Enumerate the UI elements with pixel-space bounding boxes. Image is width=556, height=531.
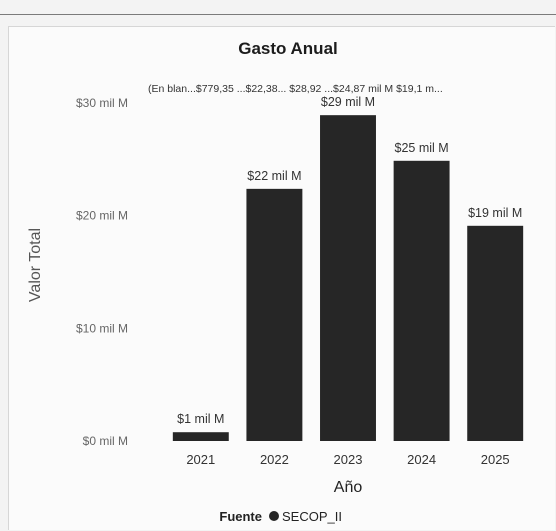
bar-2021[interactable] [172, 432, 229, 441]
y-tick-label: $30 mil M [76, 96, 128, 110]
overflow-annotation: (En blan...$779,35 ...$22,38... $28,92 .… [148, 83, 443, 95]
data-label: $25 mil M [395, 141, 449, 155]
y-tick-label: $10 mil M [76, 321, 128, 335]
data-label: $22 mil M [247, 169, 301, 183]
legend-item-secop-ii[interactable]: SECOP_II [282, 509, 342, 524]
bars-group [172, 115, 524, 441]
y-axis-label: Valor Total [27, 228, 44, 302]
x-tick-label: 2024 [407, 452, 436, 467]
x-tick-label: 2023 [334, 452, 363, 467]
data-label: $29 mil M [321, 95, 375, 109]
bar-2025[interactable] [467, 225, 524, 441]
chart-title: Gasto Anual [238, 39, 338, 58]
data-label: $1 mil M [177, 412, 224, 426]
x-tick-label: 2025 [481, 452, 510, 467]
y-axis-ticks: $0 mil M $10 mil M $20 mil M $30 mil M [76, 96, 128, 448]
y-tick-label: $0 mil M [83, 434, 128, 448]
x-tick-label: 2022 [260, 452, 289, 467]
bar-2024[interactable] [393, 160, 450, 441]
legend-marker-secop-ii [269, 511, 279, 521]
data-label: $19 mil M [468, 206, 522, 220]
legend-title: Fuente [219, 509, 262, 524]
y-tick-label: $20 mil M [76, 209, 128, 223]
header-divider [0, 14, 556, 15]
legend[interactable]: Fuente SECOP_II [219, 509, 342, 524]
x-tick-label: 2021 [186, 452, 215, 467]
data-labels: $1 mil M $22 mil M $29 mil M $25 mil M $19 m… [177, 95, 522, 426]
x-axis-ticks: 2021 2022 2023 2024 2025 [186, 452, 509, 467]
bar-2022[interactable] [246, 188, 303, 441]
bar-2023[interactable] [320, 115, 376, 441]
x-axis-label: Año [334, 479, 363, 496]
